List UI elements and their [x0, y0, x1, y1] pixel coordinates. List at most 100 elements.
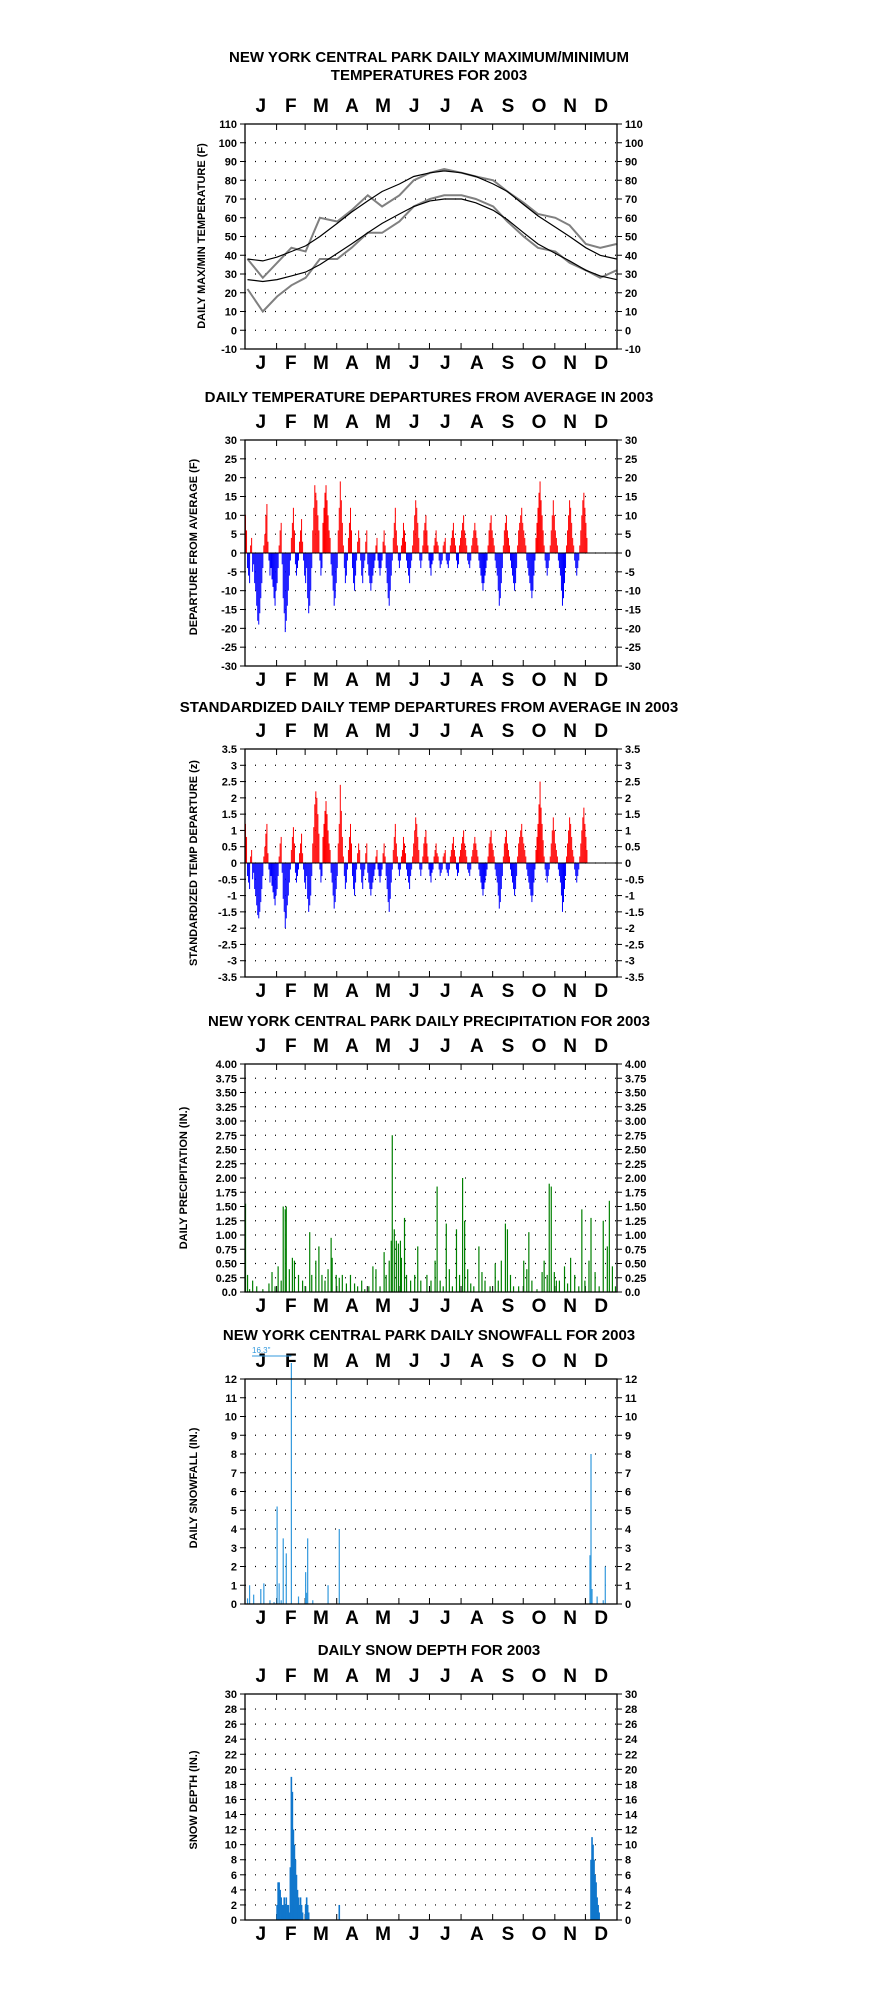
- y-tick-label-right: 0.25: [625, 1273, 646, 1285]
- y-tick-label: 20: [225, 1764, 237, 1776]
- month-label: J: [440, 1296, 451, 1317]
- month-label: M: [375, 1036, 391, 1057]
- month-label: N: [563, 1608, 577, 1629]
- y-tick-label: -5: [227, 567, 237, 579]
- y-tick-label: 0.75: [216, 1244, 237, 1256]
- month-label: D: [594, 412, 608, 433]
- month-label: M: [313, 353, 329, 374]
- month-label: J: [256, 1608, 267, 1629]
- plot-area-precip: 0.0 0.0 0.25 0.25 0.50 0.50 0.75 0.75 1.00 1.00 1.…: [216, 1036, 647, 1317]
- month-label: J: [440, 981, 451, 1002]
- y-tick-label: 2.75: [216, 1130, 237, 1142]
- y-axis-label: SNOW DEPTH (IN.): [188, 1750, 200, 1849]
- month-label: A: [470, 1036, 484, 1057]
- plot-area-departure: -30 -30 -25 -25 -20 -20 -15 -15 -10 -10 -5 -5 0 0 5 5 10…: [221, 412, 641, 691]
- y-tick-label-right: -10: [625, 586, 641, 598]
- y-tick-label-right: 18: [625, 1779, 637, 1791]
- y-tick-label: 100: [219, 138, 237, 150]
- month-label: F: [285, 1924, 297, 1945]
- month-label: S: [502, 981, 515, 1002]
- y-tick-label: 3.5: [222, 744, 237, 756]
- chart-panel-tmaxmin: NEW YORK CENTRAL PARK DAILY MAXIMUM/MINI…: [196, 49, 629, 329]
- month-label: O: [532, 412, 547, 433]
- month-label: O: [532, 981, 547, 1002]
- plot-border: [244, 1063, 618, 1293]
- month-label: A: [345, 353, 359, 374]
- chart-title: STANDARDIZED DAILY TEMP DEPARTURES FROM …: [180, 699, 678, 716]
- month-label: D: [594, 1351, 608, 1372]
- y-tick-label-right: 8: [625, 1855, 631, 1867]
- month-label: A: [470, 670, 484, 691]
- month-label: M: [313, 1036, 329, 1057]
- month-label: M: [313, 1351, 329, 1372]
- month-label: A: [345, 1036, 359, 1057]
- month-label: F: [285, 721, 297, 742]
- month-label: M: [375, 1296, 391, 1317]
- y-tick-label-right: -2.5: [625, 939, 644, 951]
- y-axis-label: STANDARDIZED TEMP DEPARTURE (z): [188, 760, 200, 966]
- y-tick-label-right: 2: [625, 1900, 631, 1912]
- y-tick-label: 10: [225, 510, 237, 522]
- y-tick-label: -10: [221, 344, 237, 356]
- y-tick-label-right: 0: [625, 858, 631, 870]
- y-tick-label-right: 3: [625, 760, 631, 772]
- series-line-normal-low: [247, 198, 617, 283]
- y-tick-label: 3.75: [216, 1073, 237, 1085]
- chart-title: NEW YORK CENTRAL PARK DAILY SNOWFALL FOR…: [223, 1327, 635, 1344]
- chart-title: DAILY SNOW DEPTH FOR 2003: [318, 1642, 541, 1659]
- y-axis-label: DAILY PRECIPITATION (IN.): [178, 1106, 190, 1249]
- month-label: D: [594, 1296, 608, 1317]
- y-tick-label: 2: [231, 793, 237, 805]
- month-label: M: [375, 1666, 391, 1687]
- y-tick-label: -2: [227, 923, 237, 935]
- y-tick-label: 6: [231, 1487, 237, 1499]
- y-tick-label-right: 8: [625, 1449, 631, 1461]
- plot-area-zdeparture: -3.5 -3.5 -3 -3 -2.5 -2.5 -2 -2 -1.5 -1.5 -1 -1 -0.5…: [218, 721, 644, 1002]
- y-tick-label: 2: [231, 1562, 237, 1574]
- month-label: J: [440, 1924, 451, 1945]
- month-label: S: [502, 412, 515, 433]
- month-label: O: [532, 96, 547, 117]
- month-label: J: [409, 1924, 420, 1945]
- y-tick-label: -1.5: [218, 907, 237, 919]
- y-tick-label-right: -25: [625, 642, 641, 654]
- month-label: M: [313, 1924, 329, 1945]
- month-label: J: [409, 981, 420, 1002]
- y-tick-label-right: 3: [625, 1543, 631, 1555]
- month-label: J: [256, 670, 267, 691]
- y-tick-label: 90: [225, 157, 237, 169]
- month-label: F: [285, 670, 297, 691]
- y-tick-label-right: 1.50: [625, 1202, 646, 1214]
- y-tick-label-right: 4.00: [625, 1059, 646, 1071]
- month-label: M: [375, 412, 391, 433]
- y-tick-label: 1.5: [222, 809, 237, 821]
- y-tick-label-right: 26: [625, 1719, 637, 1731]
- y-tick-label-right: 28: [625, 1704, 637, 1716]
- y-tick-label: 0.50: [216, 1259, 237, 1271]
- y-tick-label-right: 10: [625, 1840, 637, 1852]
- plot-area-tmaxmin: -10 -10 0 0 10 10 20 20 30 30 40 40 50 50 60 60 70 70 80 80…: [219, 96, 644, 374]
- y-tick-label: 0: [231, 1915, 237, 1927]
- y-tick-label: -20: [221, 623, 237, 635]
- y-tick-label-right: 100: [625, 138, 643, 150]
- month-label: S: [502, 96, 515, 117]
- y-tick-label-right: 2.5: [625, 777, 640, 789]
- plot-border: [244, 439, 618, 667]
- month-label: A: [345, 412, 359, 433]
- y-tick-label-right: 5: [625, 1505, 631, 1517]
- y-tick-label-right: 1.5: [625, 809, 640, 821]
- y-tick-label: 28: [225, 1704, 237, 1716]
- y-tick-label: 4: [231, 1524, 238, 1536]
- plot-border: [244, 1693, 618, 1921]
- y-tick-label: 8: [231, 1449, 237, 1461]
- y-tick-label-right: 3.50: [625, 1088, 646, 1100]
- month-label: N: [563, 96, 577, 117]
- y-tick-label-right: -2: [625, 923, 635, 935]
- month-label: J: [409, 1296, 420, 1317]
- month-label: N: [563, 1036, 577, 1057]
- y-tick-label-right: 3.5: [625, 744, 640, 756]
- y-tick-label-right: 70: [625, 194, 637, 206]
- month-label: N: [563, 981, 577, 1002]
- month-label: J: [440, 1608, 451, 1629]
